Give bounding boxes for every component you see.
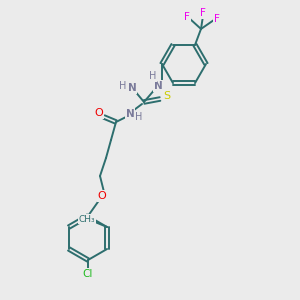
Text: N: N — [128, 83, 136, 93]
Text: O: O — [98, 191, 106, 201]
Text: S: S — [164, 91, 171, 101]
Text: O: O — [94, 108, 103, 118]
Text: CH₃: CH₃ — [79, 214, 95, 224]
Text: H: H — [135, 112, 143, 122]
Text: F: F — [200, 8, 206, 18]
Text: H: H — [149, 71, 157, 81]
Text: F: F — [184, 12, 190, 22]
Text: Cl: Cl — [83, 269, 93, 279]
Text: N: N — [154, 81, 162, 91]
Text: N: N — [126, 109, 134, 119]
Text: F: F — [214, 14, 220, 24]
Text: H: H — [119, 81, 127, 91]
